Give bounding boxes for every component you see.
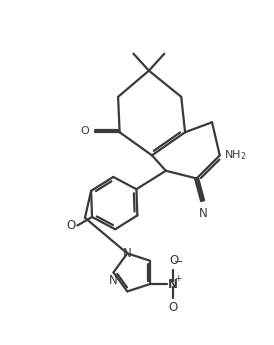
Text: −: −	[174, 257, 184, 267]
Text: O: O	[80, 127, 89, 137]
Text: NH$_2$: NH$_2$	[224, 148, 247, 162]
Text: N: N	[123, 247, 132, 260]
Text: N: N	[168, 278, 178, 291]
Text: O: O	[168, 301, 178, 314]
Text: O: O	[67, 219, 76, 232]
Text: N: N	[199, 207, 208, 220]
Text: N: N	[109, 274, 118, 287]
Text: O: O	[169, 254, 178, 267]
Text: +: +	[174, 274, 181, 283]
